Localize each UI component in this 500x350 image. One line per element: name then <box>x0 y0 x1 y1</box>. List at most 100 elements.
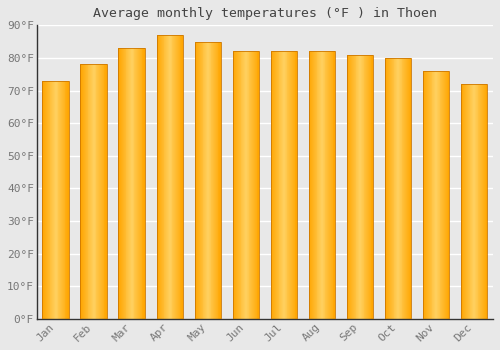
Bar <box>410 58 412 319</box>
Bar <box>445 71 446 319</box>
Bar <box>293 51 294 319</box>
Bar <box>61 81 62 319</box>
Bar <box>258 51 259 319</box>
Bar <box>397 58 398 319</box>
Bar <box>106 64 107 319</box>
Bar <box>64 81 66 319</box>
Bar <box>472 84 473 319</box>
Bar <box>281 51 282 319</box>
Bar <box>462 84 464 319</box>
Bar <box>422 71 424 319</box>
Bar <box>326 51 328 319</box>
Bar <box>475 84 476 319</box>
Bar <box>296 51 297 319</box>
Bar <box>45 81 46 319</box>
Bar <box>132 48 134 319</box>
Bar <box>353 55 354 319</box>
Bar <box>481 84 482 319</box>
Bar <box>142 48 144 319</box>
Bar <box>436 71 437 319</box>
Bar <box>161 35 162 319</box>
Bar <box>144 48 145 319</box>
Bar <box>294 51 296 319</box>
Bar <box>250 51 251 319</box>
Bar <box>156 35 158 319</box>
Bar <box>140 48 141 319</box>
Bar <box>242 51 243 319</box>
Bar <box>284 51 285 319</box>
Bar <box>406 58 407 319</box>
Bar <box>389 58 390 319</box>
Bar <box>235 51 236 319</box>
Bar <box>366 55 367 319</box>
Bar <box>312 51 313 319</box>
Bar <box>86 64 88 319</box>
Bar <box>214 42 215 319</box>
Bar <box>213 42 214 319</box>
Bar <box>83 64 84 319</box>
Bar <box>367 55 368 319</box>
Bar <box>253 51 254 319</box>
Bar <box>178 35 180 319</box>
Bar <box>84 64 85 319</box>
Bar <box>121 48 122 319</box>
Bar <box>290 51 291 319</box>
Bar <box>324 51 326 319</box>
Bar <box>234 51 235 319</box>
Bar <box>128 48 129 319</box>
Bar <box>129 48 130 319</box>
Bar <box>400 58 402 319</box>
Bar <box>388 58 389 319</box>
Bar <box>243 51 244 319</box>
Bar <box>172 35 174 319</box>
Bar <box>232 51 234 319</box>
Bar <box>448 71 450 319</box>
Bar <box>402 58 404 319</box>
Bar <box>358 55 359 319</box>
Bar <box>360 55 361 319</box>
Title: Average monthly temperatures (°F ) in Thoen: Average monthly temperatures (°F ) in Th… <box>93 7 437 20</box>
Bar <box>102 64 104 319</box>
Bar <box>424 71 426 319</box>
Bar <box>118 48 120 319</box>
Bar <box>354 55 356 319</box>
Bar <box>244 51 245 319</box>
Bar <box>232 51 259 319</box>
Bar <box>174 35 175 319</box>
Bar <box>331 51 332 319</box>
Bar <box>94 64 96 319</box>
Bar <box>47 81 48 319</box>
Bar <box>168 35 169 319</box>
Bar <box>120 48 121 319</box>
Bar <box>330 51 331 319</box>
Bar <box>98 64 99 319</box>
Bar <box>332 51 334 319</box>
Bar <box>137 48 138 319</box>
Bar <box>386 58 388 319</box>
Bar <box>139 48 140 319</box>
Bar <box>212 42 213 319</box>
Bar <box>289 51 290 319</box>
Bar <box>197 42 198 319</box>
Bar <box>92 64 93 319</box>
Bar <box>245 51 246 319</box>
Bar <box>80 64 107 319</box>
Bar <box>384 58 411 319</box>
Bar <box>251 51 252 319</box>
Bar <box>405 58 406 319</box>
Bar <box>328 51 329 319</box>
Bar <box>408 58 410 319</box>
Bar <box>432 71 434 319</box>
Bar <box>466 84 467 319</box>
Bar <box>399 58 400 319</box>
Bar <box>316 51 318 319</box>
Bar <box>134 48 136 319</box>
Bar <box>199 42 200 319</box>
Bar <box>329 51 330 319</box>
Bar <box>278 51 280 319</box>
Bar <box>283 51 284 319</box>
Bar <box>270 51 297 319</box>
Bar <box>286 51 288 319</box>
Bar <box>194 42 221 319</box>
Bar <box>444 71 445 319</box>
